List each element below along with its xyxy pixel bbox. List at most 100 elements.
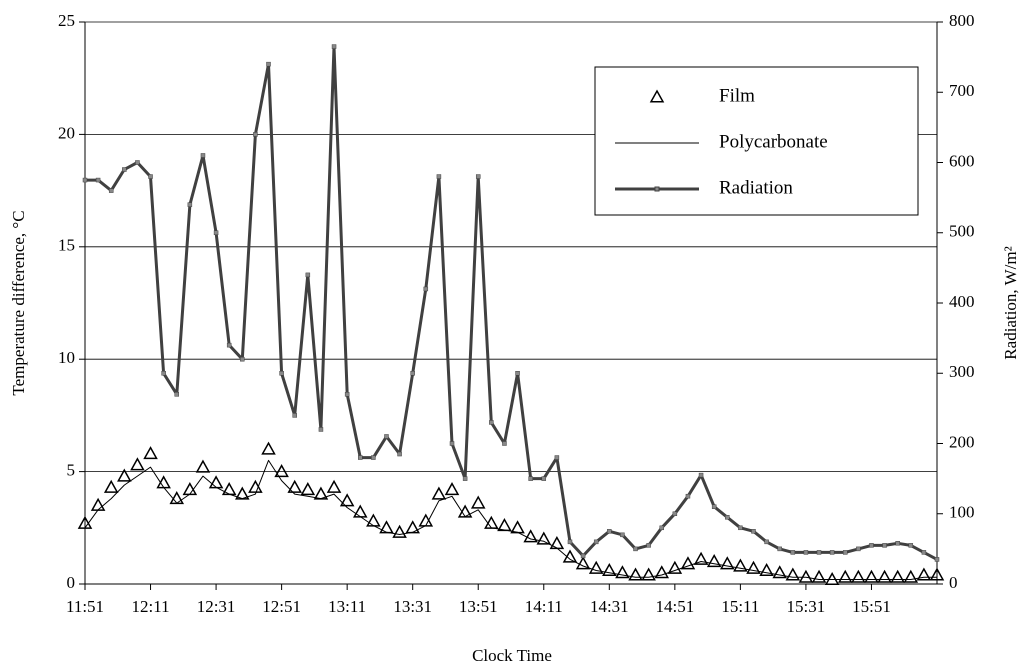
y-axis-title: Temperature difference, °C (9, 210, 28, 395)
x-axis-title: Clock Time (472, 646, 552, 665)
point-marker (392, 524, 407, 538)
x-tick-label: 13:51 (459, 597, 498, 616)
point-marker (588, 560, 604, 574)
point-marker (654, 565, 670, 579)
point-marker (929, 567, 945, 581)
y-tick-label: 5 (67, 461, 76, 480)
point-marker (475, 174, 481, 179)
series-line (84, 459, 937, 580)
point-marker (877, 569, 892, 583)
x-tick-label: 12:31 (197, 597, 236, 616)
point-marker (916, 567, 932, 581)
point-marker (449, 441, 455, 446)
point-marker (266, 61, 271, 67)
point-marker (305, 272, 311, 278)
legend-marker (649, 89, 665, 103)
point-marker (497, 518, 512, 532)
point-marker (331, 44, 337, 49)
point-marker (489, 420, 494, 425)
point-marker (287, 479, 302, 493)
point-marker (764, 539, 769, 545)
point-marker (339, 493, 355, 507)
point-marker (436, 174, 442, 179)
y2-tick-label: 0 (949, 573, 958, 592)
point-marker (829, 550, 835, 555)
point-marker (851, 569, 866, 583)
point-marker (733, 558, 748, 572)
point-marker (890, 569, 905, 583)
y-tick-label: 15 (58, 236, 75, 255)
point-marker (549, 535, 565, 550)
point-marker (575, 556, 591, 570)
point-marker (895, 541, 900, 546)
point-marker (633, 546, 638, 552)
x-tick-label: 14:11 (525, 597, 563, 616)
y2-tick-label: 700 (949, 81, 975, 100)
point-marker (457, 504, 473, 518)
point-marker (352, 504, 368, 518)
point-marker (693, 551, 709, 565)
point-marker (502, 441, 507, 446)
point-marker (672, 511, 678, 516)
point-marker (772, 565, 787, 579)
point-marker (300, 482, 316, 496)
point-marker (148, 174, 153, 179)
x-tick-label: 13:31 (393, 597, 432, 616)
point-marker (195, 459, 211, 473)
point-marker (470, 495, 486, 509)
point-marker (620, 532, 625, 538)
y2-tick-label: 200 (949, 432, 975, 451)
point-marker (698, 472, 704, 478)
point-marker (253, 132, 258, 137)
point-marker (371, 455, 376, 460)
point-marker (811, 569, 827, 583)
y2-axis-title: Radiation, W/m² (1001, 246, 1020, 359)
point-marker (934, 557, 940, 562)
point-marker (903, 569, 919, 583)
x-tick-label: 14:51 (655, 597, 694, 616)
point-marker (667, 560, 683, 574)
point-marker (122, 167, 127, 172)
point-marker (580, 553, 586, 559)
point-marker (108, 188, 114, 193)
point-marker (777, 546, 782, 552)
point-marker (156, 475, 171, 489)
point-marker (680, 556, 696, 570)
point-marker (261, 441, 276, 455)
point-marker (82, 177, 88, 183)
x-tick-label: 13:11 (328, 597, 366, 616)
point-marker (405, 520, 420, 534)
x-tick-label: 11:51 (66, 597, 104, 616)
point-marker (462, 476, 468, 481)
point-marker (856, 546, 861, 552)
point-marker (358, 455, 363, 460)
point-marker (528, 476, 533, 481)
y2-tick-label: 500 (949, 222, 975, 241)
point-marker (824, 571, 840, 586)
point-marker (562, 549, 578, 563)
y2-tick-label: 800 (949, 11, 975, 30)
y-tick-label: 10 (58, 348, 75, 367)
x-tick-label: 15:31 (787, 597, 826, 616)
point-marker (720, 556, 735, 570)
legend-label: Radiation (719, 177, 793, 198)
point-marker (908, 543, 914, 548)
point-marker (431, 486, 447, 500)
point-marker (318, 427, 324, 432)
point-marker (785, 567, 801, 581)
point-marker (200, 153, 206, 158)
point-marker (221, 482, 237, 496)
point-marker (615, 565, 630, 579)
point-marker (536, 531, 552, 545)
point-marker (523, 529, 538, 543)
point-marker (816, 550, 822, 555)
y2-tick-label: 400 (949, 292, 975, 311)
point-marker (864, 569, 879, 583)
point-marker (326, 479, 342, 493)
y2-tick-label: 300 (949, 362, 975, 381)
y-tick-label: 0 (67, 573, 76, 592)
point-marker (706, 553, 722, 568)
point-marker (607, 529, 612, 534)
x-tick-label: 14:31 (590, 597, 629, 616)
point-marker (379, 520, 394, 534)
